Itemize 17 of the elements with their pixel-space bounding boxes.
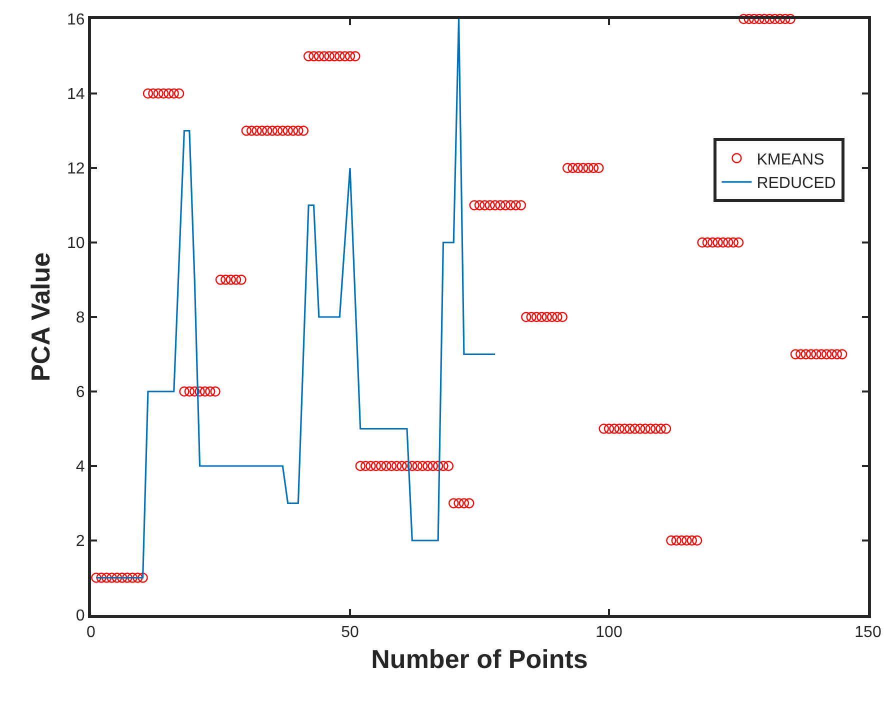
legend-label: KMEANS [756,151,824,168]
x-tick-label: 100 [596,624,622,642]
y-tick-label: 6 [76,384,85,402]
x-axis-title: Number of Points [371,644,588,674]
y-axis-title: PCA Value [25,252,56,382]
y-tick-label: 14 [67,86,85,104]
y-tick-label: 2 [76,533,85,550]
y-tick-label: 0 [76,608,85,625]
x-tick-label: 0 [86,624,96,642]
x-tick-label: 150 [854,624,882,642]
y-tick-label: 10 [67,235,85,252]
y-tick-label: 8 [76,310,85,327]
y-tick-label: 12 [67,160,85,178]
x-tick-label: 50 [341,624,359,642]
legend-label: REDUCED [756,175,836,192]
y-tick-label: 16 [67,12,85,29]
y-tick-label: 4 [76,458,85,476]
